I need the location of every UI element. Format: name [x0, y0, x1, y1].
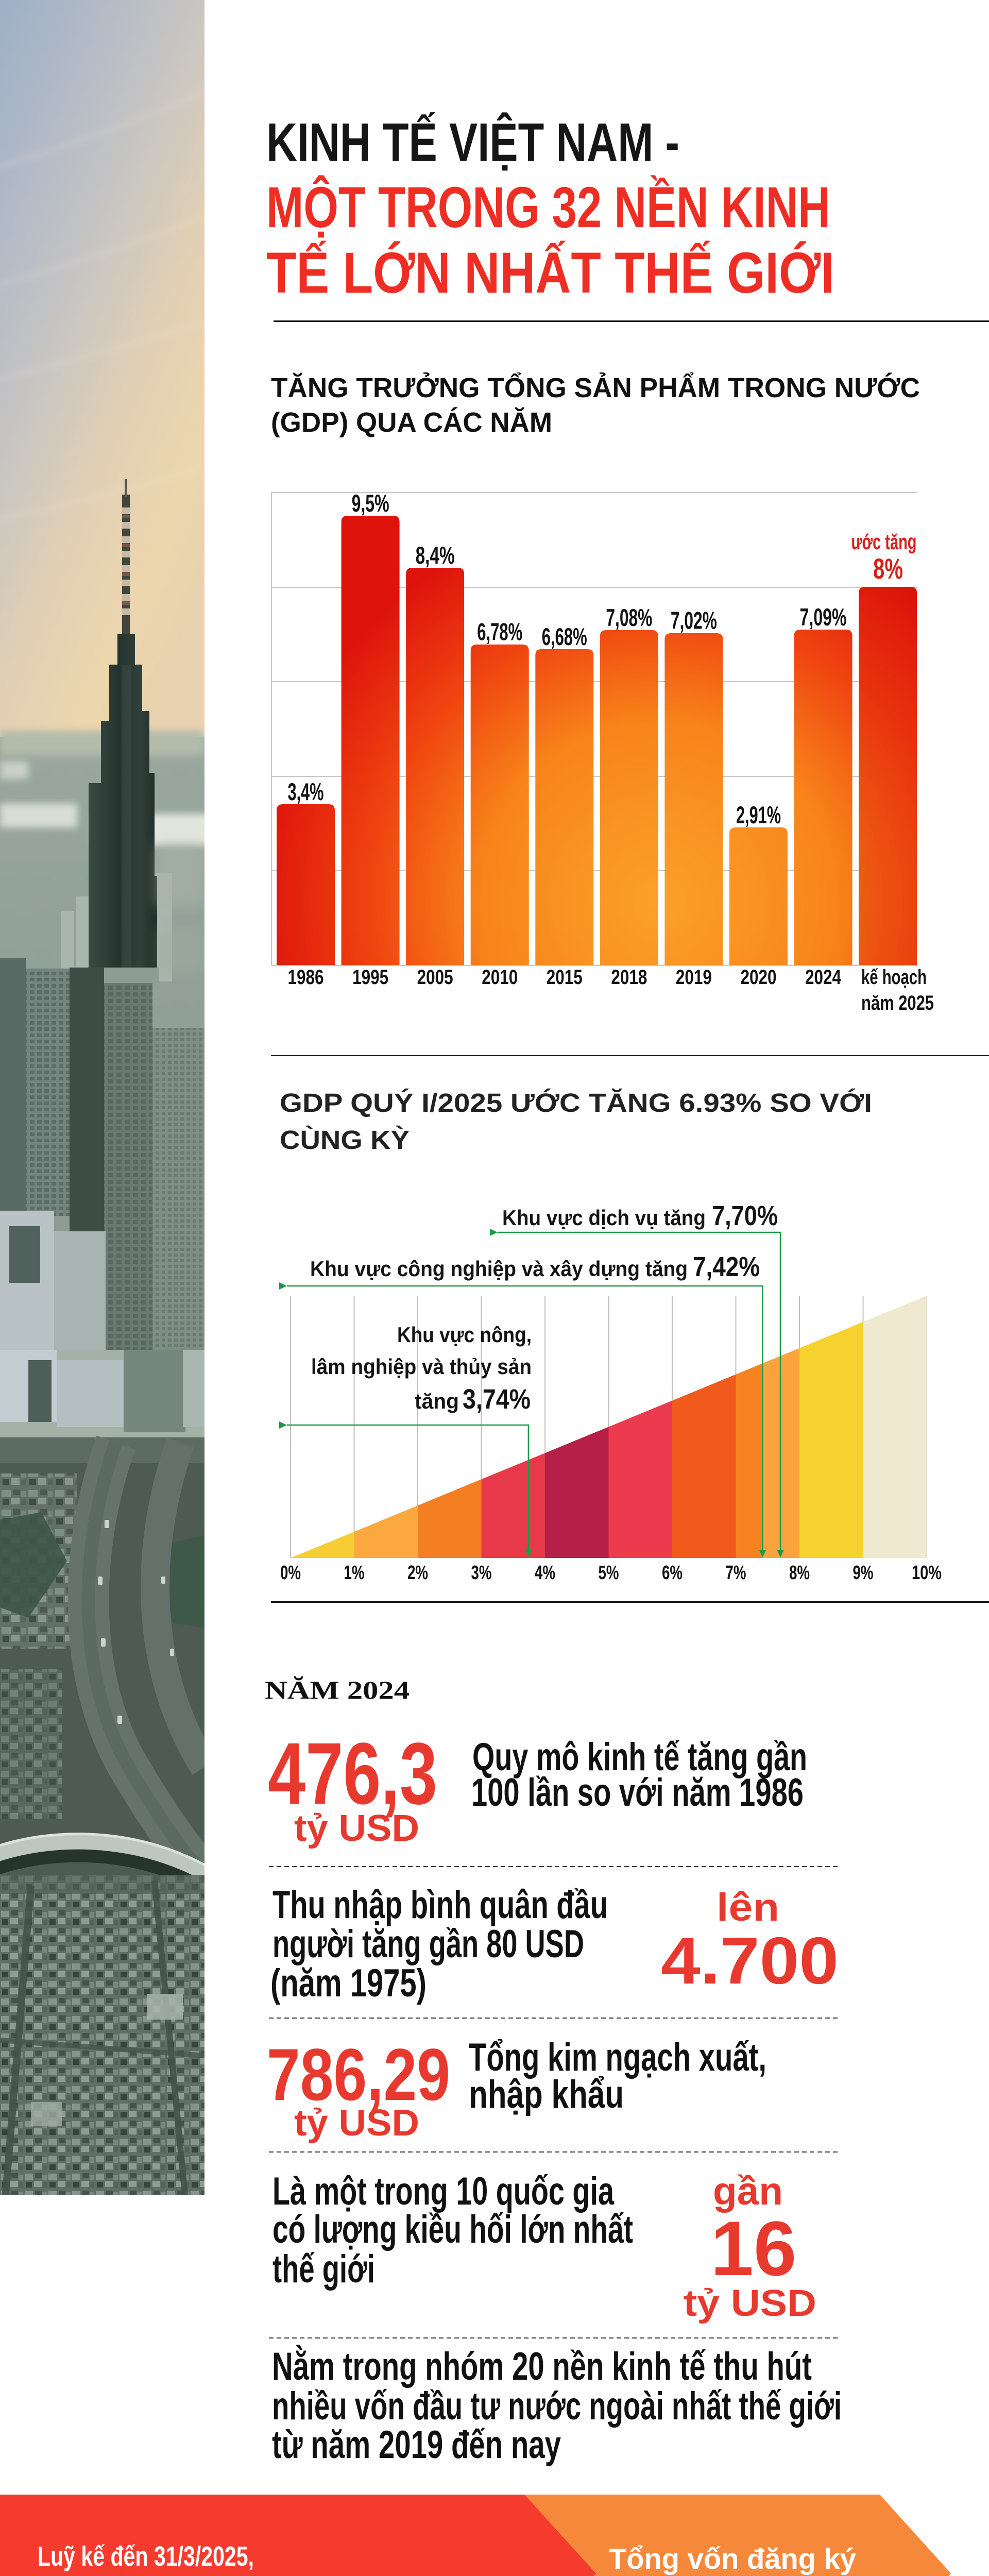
svg-text:Nằm trong nhóm 20 nền kinh tế: Nằm trong nhóm 20 nền kinh tế thu hút [272, 2345, 812, 2388]
svg-text:Tổng vốn đăng ký: Tổng vốn đăng ký [609, 2543, 856, 2575]
svg-text:786,29: 786,29 [267, 2034, 450, 2116]
svg-text:tỷ USD: tỷ USD [684, 2283, 816, 2324]
svg-text:tỷ USD: tỷ USD [294, 2103, 419, 2144]
svg-text:476,3: 476,3 [268, 1725, 437, 1823]
svg-text:9,5%: 9,5% [352, 489, 389, 517]
svg-text:5%: 5% [599, 1562, 619, 1584]
svg-text:100 lần so với năm 1986: 100 lần so với năm 1986 [471, 1771, 804, 1815]
svg-text:3,4%: 3,4% [288, 778, 324, 805]
svg-text:Luỹ kế đến 31/3/2025,: Luỹ kế đến 31/3/2025, [38, 2541, 254, 2572]
svg-text:8%: 8% [789, 1562, 810, 1584]
svg-text:Quy mô kinh tế tăng gần: Quy mô kinh tế tăng gần [472, 1735, 807, 1779]
svg-text:0%: 0% [280, 1562, 301, 1584]
svg-text:1995: 1995 [352, 966, 388, 989]
svg-text:7,09%: 7,09% [800, 603, 847, 631]
svg-text:6,78%: 6,78% [477, 618, 522, 646]
svg-text:TĂNG TRƯỞNG TỔNG SẢN PHẨM TRON: TĂNG TRƯỞNG TỔNG SẢN PHẨM TRONG NƯỚC [271, 372, 920, 403]
svg-text:(năm 1975): (năm 1975) [270, 1961, 427, 2005]
svg-text:1%: 1% [344, 1562, 365, 1584]
svg-text:7,02%: 7,02% [671, 607, 717, 634]
svg-text:7%: 7% [726, 1562, 746, 1584]
svg-text:Khu vực nông,: Khu vực nông, [397, 1323, 532, 1347]
svg-text:4%: 4% [535, 1562, 555, 1584]
svg-text:NĂM 2024: NĂM 2024 [265, 1675, 410, 1704]
svg-text:CÙNG KỲ: CÙNG KỲ [280, 1125, 410, 1155]
svg-text:2024: 2024 [805, 966, 842, 989]
svg-text:MỘT TRONG 32 NỀN KINH: MỘT TRONG 32 NỀN KINH [266, 175, 830, 240]
svg-text:2005: 2005 [417, 966, 453, 989]
svg-text:510,5 tỷ USD: 510,5 tỷ USD [609, 2574, 783, 2576]
svg-text:8%: 8% [873, 552, 903, 585]
svg-text:10%: 10% [912, 1562, 942, 1584]
svg-text:gần: gần [713, 2170, 783, 2213]
svg-text:Là một trong 10 quốc gia: Là một trong 10 quốc gia [272, 2170, 615, 2213]
svg-text:6,68%: 6,68% [542, 623, 587, 650]
svg-text:2,91%: 2,91% [736, 801, 781, 828]
svg-text:2015: 2015 [547, 966, 583, 989]
svg-text:tỷ USD: tỷ USD [294, 1808, 419, 1849]
svg-text:từ năm 2019 đến nay: từ năm 2019 đến nay [272, 2423, 561, 2467]
svg-text:7,70%: 7,70% [712, 1200, 778, 1231]
svg-text:7,08%: 7,08% [606, 604, 652, 631]
svg-text:6%: 6% [662, 1562, 683, 1584]
svg-text:Khu vực công nghiệp và xây dựn: Khu vực công nghiệp và xây dựng tăng [310, 1257, 688, 1281]
svg-text:8,4%: 8,4% [416, 541, 455, 569]
svg-text:KINH TẾ VIỆT NAM -: KINH TẾ VIỆT NAM - [266, 112, 679, 173]
svg-text:thế giới: thế giới [272, 2247, 375, 2291]
svg-text:ước tăng: ước tăng [851, 530, 917, 554]
svg-text:2019: 2019 [676, 966, 712, 989]
svg-text:9%: 9% [853, 1562, 874, 1584]
svg-text:người tăng gần 80 USD: người tăng gần 80 USD [272, 1922, 584, 1966]
svg-text:16: 16 [711, 2205, 797, 2292]
svg-text:năm 2025: năm 2025 [861, 992, 934, 1014]
svg-text:kế hoạch: kế hoạch [861, 966, 927, 989]
svg-text:lên: lên [717, 1886, 779, 1929]
svg-text:3,74%: 3,74% [463, 1384, 531, 1415]
svg-text:có lượng kiều hối lớn nhất: có lượng kiều hối lớn nhất [272, 2208, 633, 2251]
svg-text:tăng: tăng [415, 1389, 459, 1413]
svg-text:3%: 3% [471, 1562, 492, 1584]
svg-text:1986: 1986 [288, 966, 324, 989]
svg-text:2010: 2010 [482, 966, 518, 989]
svg-text:TẾ LỚN NHẤT THẾ GIỚI: TẾ LỚN NHẤT THẾ GIỚI [266, 241, 834, 305]
svg-text:2020: 2020 [740, 966, 776, 989]
svg-text:4.700: 4.700 [661, 1924, 839, 1998]
svg-text:Tổng kim ngạch xuất,: Tổng kim ngạch xuất, [469, 2036, 766, 2079]
svg-text:(GDP) QUA CÁC NĂM: (GDP) QUA CÁC NĂM [271, 407, 552, 438]
svg-text:2018: 2018 [611, 966, 647, 989]
svg-text:nhiều vốn đầu tư nước ngoài nh: nhiều vốn đầu tư nước ngoài nhất thế giớ… [272, 2384, 842, 2428]
svg-text:7,42%: 7,42% [693, 1251, 760, 1282]
svg-text:lâm nghiệp và thủy sản: lâm nghiệp và thủy sản [311, 1354, 532, 1379]
svg-text:GDP QUÝ I/2025 ƯỚC TĂNG 6.93%: GDP QUÝ I/2025 ƯỚC TĂNG 6.93% SO VỚI [280, 1088, 872, 1117]
svg-text:nhập khẩu: nhập khẩu [469, 2073, 624, 2116]
svg-text:2%: 2% [407, 1562, 428, 1584]
svg-text:Khu vực dịch vụ tăng: Khu vực dịch vụ tăng [502, 1206, 706, 1230]
svg-text:Thu nhập bình quân đầu: Thu nhập bình quân đầu [272, 1883, 608, 1927]
